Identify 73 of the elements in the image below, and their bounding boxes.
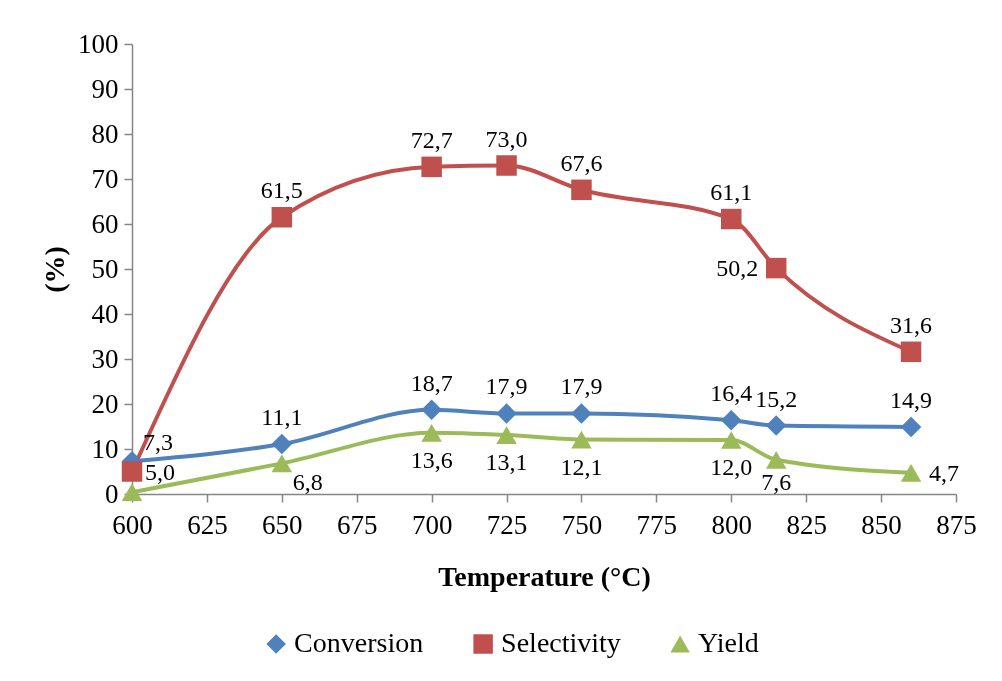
- x-tick-label: 650: [262, 509, 303, 540]
- data-label: 73,0: [485, 125, 528, 152]
- point: [496, 155, 517, 176]
- point: [900, 463, 922, 482]
- x-tick-label: 600: [112, 509, 153, 540]
- data-label: 4,7: [929, 459, 960, 486]
- point: [765, 450, 787, 469]
- point: [496, 403, 517, 424]
- x-tick-label: 750: [561, 509, 603, 540]
- x-tick-label: 675: [336, 509, 378, 540]
- data-label: 15,2: [755, 385, 798, 412]
- point: [421, 156, 442, 178]
- x-tick-label: 775: [636, 509, 678, 540]
- y-tick-label: 80: [91, 118, 119, 149]
- x-tick-label: 725: [486, 509, 528, 540]
- point: [900, 416, 922, 438]
- legend-label: Conversion: [294, 627, 424, 658]
- x-axis-title: Temperature (°C): [438, 560, 651, 592]
- y-tick-label: 10: [91, 433, 119, 464]
- y-axis-title: (%): [39, 246, 70, 293]
- data-label: 17,9: [485, 373, 528, 400]
- point: [721, 431, 742, 449]
- y-tick-label: 30: [91, 343, 119, 374]
- data-label: 6,8: [292, 469, 323, 496]
- data-label: 67,6: [560, 149, 603, 176]
- point: [496, 426, 517, 444]
- data-label: 7,6: [761, 468, 792, 495]
- data-label: 72,7: [410, 126, 453, 153]
- legend-label: Selectivity: [501, 627, 621, 658]
- x-tick-label: 850: [861, 509, 902, 540]
- data-label: 14,9: [890, 386, 933, 413]
- point: [721, 208, 742, 230]
- data-label: 61,1: [710, 179, 753, 206]
- y-tick-label: 60: [91, 208, 119, 239]
- x-tick-label: 800: [711, 509, 753, 540]
- data-label: 61,5: [260, 177, 303, 204]
- y-tick-label: 20: [91, 388, 119, 419]
- point: [421, 399, 442, 421]
- data-label: 50,2: [716, 255, 759, 282]
- legend-label: Yield: [698, 627, 759, 658]
- data-label: 17,9: [560, 373, 603, 400]
- data-label: 5,0: [145, 458, 175, 485]
- point: [271, 207, 293, 228]
- data-label: 18,7: [410, 369, 453, 396]
- data-label: 11,1: [261, 404, 303, 431]
- x-tick-label: 825: [786, 509, 827, 540]
- x-tick-label: 700: [411, 509, 453, 540]
- data-label: 31,6: [890, 311, 933, 338]
- y-tick-label: 90: [91, 73, 119, 104]
- y-tick-label: 40: [91, 298, 119, 329]
- y-tick-label: 100: [78, 28, 119, 59]
- point: [765, 257, 787, 279]
- point: [765, 415, 787, 436]
- x-tick-label: 875: [936, 509, 977, 540]
- y-tick-label: 70: [91, 163, 119, 194]
- point: [271, 454, 293, 473]
- point: [571, 179, 592, 201]
- point: [121, 483, 143, 502]
- point: [571, 403, 592, 424]
- data-label: 13,6: [410, 446, 453, 473]
- point: [571, 430, 592, 449]
- data-label: 12,0: [710, 454, 753, 480]
- y-tick-label: 0: [105, 478, 119, 509]
- point: [900, 341, 922, 363]
- point: [721, 409, 742, 431]
- x-tick-label: 625: [187, 509, 228, 540]
- point: [271, 433, 293, 455]
- data-label: 12,1: [560, 453, 603, 480]
- point: [421, 423, 442, 442]
- data-label: 16,4: [710, 380, 753, 407]
- data-label: 13,1: [485, 449, 528, 476]
- y-tick-label: 50: [91, 253, 119, 284]
- point: [121, 461, 143, 482]
